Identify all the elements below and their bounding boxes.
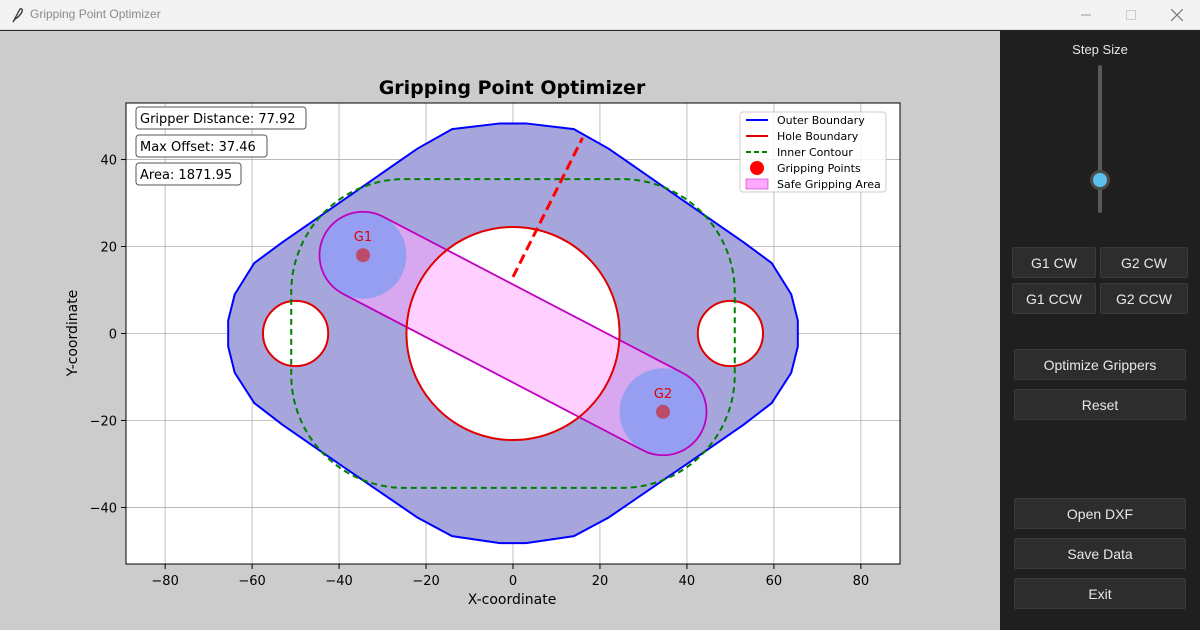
exit-button[interactable]: Exit [1014,578,1186,609]
y-tick-label: −20 [90,414,117,429]
hole-boundary [261,299,330,368]
x-tick-label: 60 [766,574,783,589]
inner-contour [290,178,736,489]
step-size-label: Step Size [1072,42,1128,57]
y-tick-label: 0 [109,328,117,343]
x-tick-label: 20 [592,574,609,589]
g2-ccw-button[interactable]: G2 CCW [1100,283,1188,314]
x-tick-label: 80 [853,574,870,589]
y-tick-label: 20 [100,241,117,256]
x-tick-label: −80 [151,574,178,589]
hole-fill [262,300,329,367]
gripping-point [355,248,370,263]
y-tick-label: −40 [90,501,117,516]
control-sidebar: Step Size G1 CW G2 CW G1 CCW G2 CCW Opti… [1000,31,1200,630]
legend-label: Gripping Points [777,162,861,175]
maximize-button[interactable] [1108,0,1154,30]
x-tick-label: 40 [679,574,696,589]
safe-gripping-area [319,211,707,456]
step-size-slider-track[interactable] [1098,65,1102,213]
g1-ccw-button[interactable]: G1 CCW [1012,283,1096,314]
info-box [135,162,242,186]
info-box-text: Gripper Distance: 77.92 [140,112,296,127]
legend-label: Outer Boundary [777,114,865,127]
info-box [135,106,307,130]
title-bar: Gripping Point Optimizer [0,0,1200,30]
minimize-icon [1081,14,1091,16]
y-axis-label: Y-coordinate [65,290,81,378]
maximize-icon [1126,10,1136,20]
minimize-button[interactable] [1063,0,1109,30]
max-offset-line [511,137,584,278]
gripping-plot: G1 G2 −80 −60 −40 −20 0 20 40 60 80 −40 −20 0 20 40 Gr… [65,77,901,608]
hole-boundary [405,225,621,442]
info-box-text: Max Offset: 37.46 [140,140,256,155]
open-dxf-button[interactable]: Open DXF [1014,498,1186,529]
x-tick-label: −40 [325,574,352,589]
legend-box [739,111,887,193]
gripping-point-label: G2 [654,387,672,402]
chart-title: Gripping Point Optimizer [379,77,646,99]
gripping-point-label: G1 [354,230,372,245]
optimize-grippers-button[interactable]: Optimize Grippers [1014,349,1186,380]
y-tick-label: 40 [100,154,117,169]
info-box [135,134,268,158]
x-tick-label: −20 [412,574,439,589]
x-tick-label: −60 [238,574,265,589]
window-title: Gripping Point Optimizer [30,7,161,21]
legend-label: Safe Gripping Area [777,178,881,191]
legend-swatch-point [750,161,764,175]
plot-canvas[interactable]: G1 G2 −80 −60 −40 −20 0 20 40 60 80 −40 −20 0 20 40 Gr… [0,31,1000,630]
close-button[interactable] [1154,0,1200,30]
g1-cw-button[interactable]: G1 CW [1012,247,1096,278]
legend-label: Hole Boundary [777,130,859,143]
gripping-point [656,404,671,419]
hole-boundary [696,299,765,368]
x-tick-label: 0 [509,574,517,589]
g2-cw-button[interactable]: G2 CW [1100,247,1188,278]
info-box-text: Area: 1871.95 [140,168,232,183]
feather-icon [12,8,23,23]
safe-area-outline [318,210,708,457]
legend-swatch-safe-area [745,178,769,190]
close-icon [1171,9,1183,21]
step-size-slider-thumb[interactable] [1090,170,1110,190]
save-data-button[interactable]: Save Data [1014,538,1186,569]
reset-button[interactable]: Reset [1014,389,1186,420]
legend-label: Inner Contour [777,146,853,159]
hole-fill [697,300,764,367]
x-axis-label: X-coordinate [468,592,557,608]
